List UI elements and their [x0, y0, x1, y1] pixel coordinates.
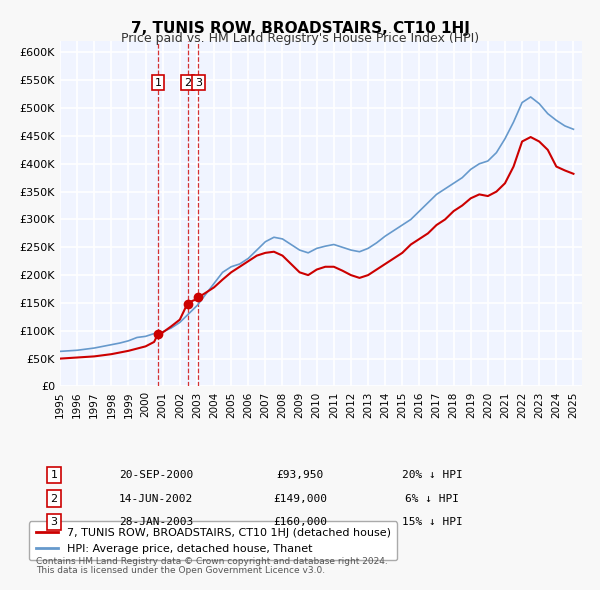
Text: £160,000: £160,000 — [273, 517, 327, 527]
Text: 6% ↓ HPI: 6% ↓ HPI — [405, 494, 459, 503]
Text: 20-SEP-2000: 20-SEP-2000 — [119, 470, 193, 480]
Text: This data is licensed under the Open Government Licence v3.0.: This data is licensed under the Open Gov… — [36, 566, 325, 575]
Text: 3: 3 — [195, 78, 202, 88]
Text: Contains HM Land Registry data © Crown copyright and database right 2024.: Contains HM Land Registry data © Crown c… — [36, 558, 388, 566]
Text: 2: 2 — [184, 78, 191, 88]
Text: 3: 3 — [50, 517, 58, 527]
Text: 1: 1 — [154, 78, 161, 88]
Text: 20% ↓ HPI: 20% ↓ HPI — [401, 470, 463, 480]
Text: 7, TUNIS ROW, BROADSTAIRS, CT10 1HJ: 7, TUNIS ROW, BROADSTAIRS, CT10 1HJ — [131, 21, 469, 35]
Text: 1: 1 — [50, 470, 58, 480]
Text: £149,000: £149,000 — [273, 494, 327, 503]
Legend: 7, TUNIS ROW, BROADSTAIRS, CT10 1HJ (detached house), HPI: Average price, detach: 7, TUNIS ROW, BROADSTAIRS, CT10 1HJ (det… — [29, 522, 397, 560]
Text: 28-JAN-2003: 28-JAN-2003 — [119, 517, 193, 527]
Text: 14-JUN-2002: 14-JUN-2002 — [119, 494, 193, 503]
Text: Price paid vs. HM Land Registry's House Price Index (HPI): Price paid vs. HM Land Registry's House … — [121, 32, 479, 45]
Text: £93,950: £93,950 — [277, 470, 323, 480]
Text: 2: 2 — [50, 494, 58, 503]
Text: 15% ↓ HPI: 15% ↓ HPI — [401, 517, 463, 527]
